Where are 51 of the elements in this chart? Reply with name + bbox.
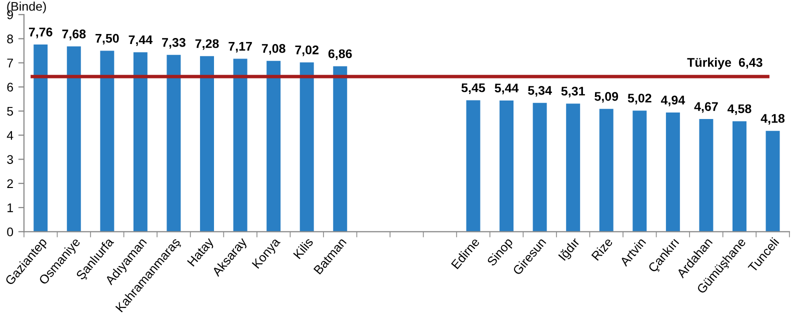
bar [732,121,746,232]
bar [599,108,614,232]
y-tick-label: 7 [7,58,13,68]
x-tick-label: Kilis [292,236,314,260]
data-label: 5,31 [561,86,585,98]
bar [66,46,81,232]
bar [300,62,314,232]
y-tick-label: 6 [7,82,14,92]
y-tick-label: 1 [8,203,13,212]
data-label: 7,44 [128,35,153,46]
y-tick-label: 8 [7,34,14,44]
bar [466,100,480,232]
bar [532,102,547,232]
y-tick-label: 4 [6,131,14,140]
y-tick-label: 0 [7,227,14,236]
data-label: 7,02 [295,45,319,56]
data-label: 7,68 [62,30,86,40]
bar [100,50,114,232]
bar [233,58,248,232]
bar [666,112,680,232]
bar [34,44,48,232]
bar [333,66,348,232]
data-label: 7,28 [195,39,219,50]
data-label: 5,45 [461,83,486,94]
ref-line-label: Türkiye 6,43 [687,58,762,70]
data-label: 7,33 [162,38,186,49]
bar [566,104,580,232]
bar [500,100,514,232]
data-label: 4,58 [728,104,752,115]
bar [632,110,647,232]
data-label: 6,86 [328,49,352,60]
data-label: 4,94 [660,96,686,106]
y-tick-label: 3 [7,155,14,164]
bar [699,119,714,232]
data-label: 7,08 [262,44,286,55]
bar [200,56,214,232]
bar [766,130,780,232]
y-tick-label: 5 [7,106,14,116]
data-label: 4,67 [694,102,718,113]
data-label: 5,34 [528,86,552,97]
data-label: 7,76 [28,28,52,38]
data-label: 5,09 [594,92,618,103]
bar [133,52,148,232]
data-label: 7,50 [96,34,119,45]
data-label: 4,18 [760,114,785,125]
y-tick-label: 2 [7,179,13,188]
data-label: 5,02 [628,94,652,104]
bar [266,60,281,232]
bar [166,54,181,232]
data-label: 5,44 [494,84,519,94]
data-label: 7,17 [228,42,252,53]
